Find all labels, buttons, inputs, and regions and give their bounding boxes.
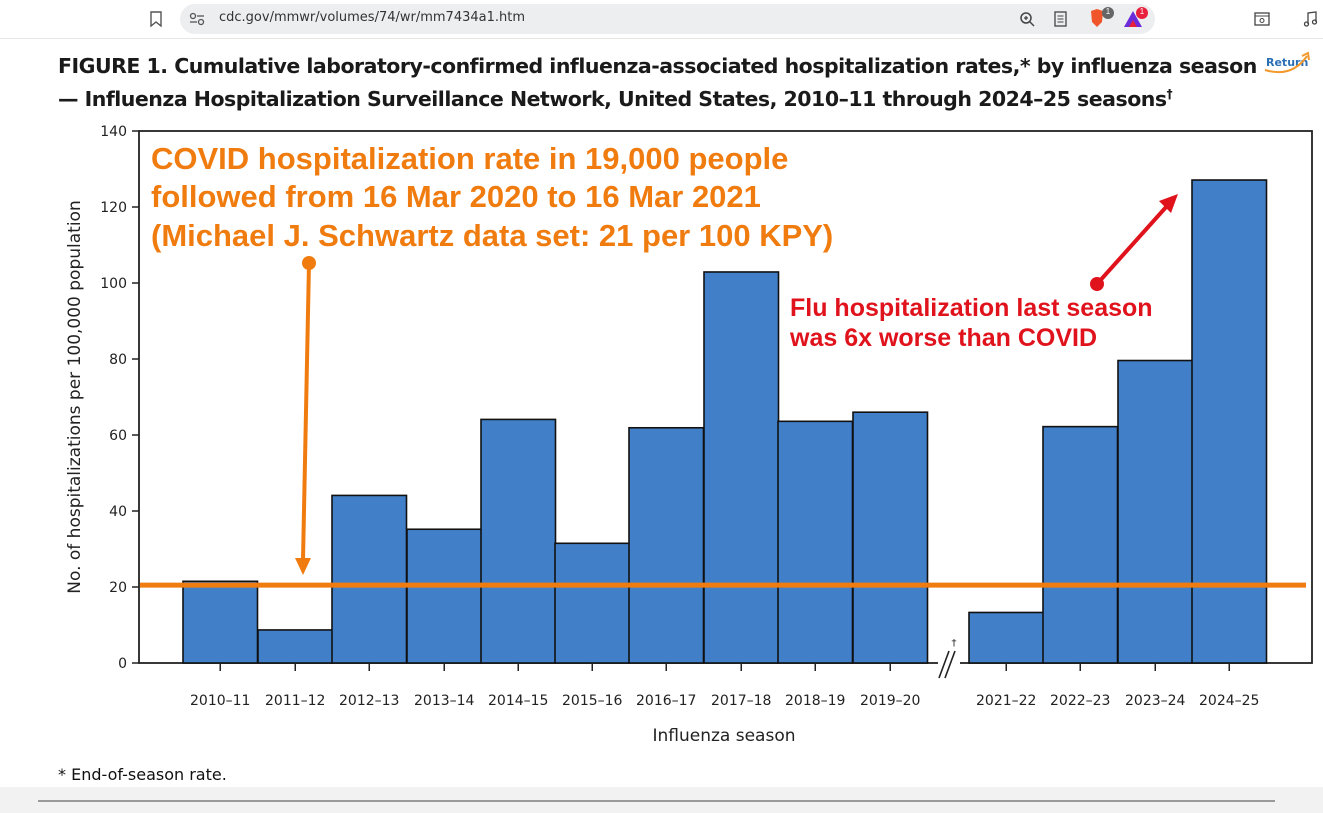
y-tick-label: 0 (118, 656, 127, 672)
return-arrow-icon (1264, 51, 1310, 74)
y-tick-label: 60 (109, 428, 127, 444)
bar-2022–23 (1042, 425, 1119, 664)
figure-label: FIGURE 1 (58, 54, 161, 78)
flu-arrow-shaft (1095, 204, 1169, 286)
x-axis-title: Influenza season (652, 726, 795, 746)
flu-arrow-head (1159, 194, 1178, 213)
zoom-icon[interactable] (1018, 10, 1036, 28)
x-tick-label: 2016–17 (636, 693, 696, 709)
rewards-badge: 1 (1139, 7, 1145, 16)
bar-2019–20 (852, 411, 929, 664)
x-tick-label: 2018–19 (785, 693, 845, 709)
bars-group (182, 179, 1268, 664)
screenshot-icon[interactable] (1253, 10, 1271, 28)
flu-annotation-line-2: was 6x worse than COVID (789, 324, 1097, 352)
covid-annotation-line-3: (Michael J. Schwartz data set: 21 per 10… (151, 218, 833, 253)
x-tick-label: 2019–20 (860, 693, 920, 709)
title-dagger: † (1166, 87, 1173, 101)
bar-2017–18 (703, 271, 780, 664)
axis-break: † (938, 638, 960, 679)
y-axis-title: No. of hospitalizations per 100,000 popu… (65, 200, 85, 593)
figure-title-text: . Cumulative laboratory-confirmed influe… (58, 54, 1257, 111)
bottom-scroll-rule[interactable] (38, 800, 1275, 802)
bar-2018–19 (777, 420, 854, 664)
x-tick-label: 2010–11 (190, 693, 250, 709)
x-tick-label: 2021–22 (976, 693, 1036, 709)
bar-2013–14 (406, 528, 483, 664)
brave-shields-icon[interactable]: 1 (1088, 7, 1116, 31)
address-bar[interactable] (180, 4, 1155, 34)
url-text[interactable]: cdc.gov/mmwr/volumes/74/wr/mm7434a1.htm (219, 10, 526, 25)
music-queue-icon[interactable] (1302, 9, 1322, 29)
y-tick-label: 20 (109, 580, 127, 596)
covid-annotation-line-1: COVID hospitalization rate in 19,000 peo… (151, 141, 788, 176)
bar-2012–13 (331, 494, 408, 664)
x-tick-label: 2011–12 (265, 693, 325, 709)
y-tick-label: 100 (100, 276, 127, 292)
return-button[interactable]: Return (1264, 51, 1310, 74)
x-tick-label: 2013–14 (414, 693, 475, 709)
y-tick-label: 140 (100, 124, 127, 140)
x-axis: 2010–11 2011–12 2012–13 2013–14 2014–15 2015–… (190, 663, 1259, 709)
reader-mode-icon[interactable] (1052, 10, 1068, 28)
covid-annotation: COVID hospitalization rate in 19,000 peo… (151, 141, 833, 575)
x-tick-label: 2012–13 (339, 693, 399, 709)
y-axis: 0 20 40 60 80 100 120 140 (100, 124, 139, 672)
y-tick-label: 120 (100, 200, 127, 216)
x-tick-label: 2022–23 (1050, 693, 1110, 709)
bar-2010–11 (182, 580, 259, 664)
site-settings-icon[interactable] (189, 12, 205, 26)
bar-2021–22 (968, 611, 1045, 664)
flu-annotation-line-1: Flu hospitalization last season (790, 294, 1153, 322)
x-tick-label: 2024–25 (1199, 693, 1259, 709)
bookmark-icon[interactable] (148, 10, 164, 28)
x-tick-label: 2015–16 (562, 693, 623, 709)
covid-arrow-head (295, 558, 311, 575)
bar-2016–17 (628, 426, 705, 664)
covid-annotation-line-2: followed from 16 Mar 2020 to 16 Mar 2021 (151, 179, 761, 214)
bar-2024–25 (1191, 179, 1268, 664)
browser-toolbar: cdc.gov/mmwr/volumes/74/wr/mm7434a1.htm … (0, 0, 1323, 39)
covid-arrow-shaft (301, 262, 311, 561)
footnote: * End-of-season rate. (58, 765, 227, 784)
bar-2014–15 (480, 418, 557, 664)
y-tick-label: 40 (109, 504, 127, 520)
rewards-icon[interactable]: 1 (1122, 7, 1150, 31)
figure-title: FIGURE 1. Cumulative laboratory-confirme… (58, 52, 1258, 113)
x-tick-label: 2014–15 (488, 693, 548, 709)
y-tick-label: 80 (109, 352, 127, 368)
bar-2011–12 (257, 629, 334, 664)
x-tick-label: 2017–18 (711, 693, 771, 709)
break-dagger: † (952, 638, 957, 649)
flu-annotation: Flu hospitalization last season was 6x w… (789, 194, 1178, 352)
brave-badge: 1 (1105, 7, 1111, 16)
bar-2023–24 (1117, 359, 1194, 664)
bar-2015–16 (554, 542, 631, 664)
x-tick-label: 2023–24 (1125, 693, 1186, 709)
